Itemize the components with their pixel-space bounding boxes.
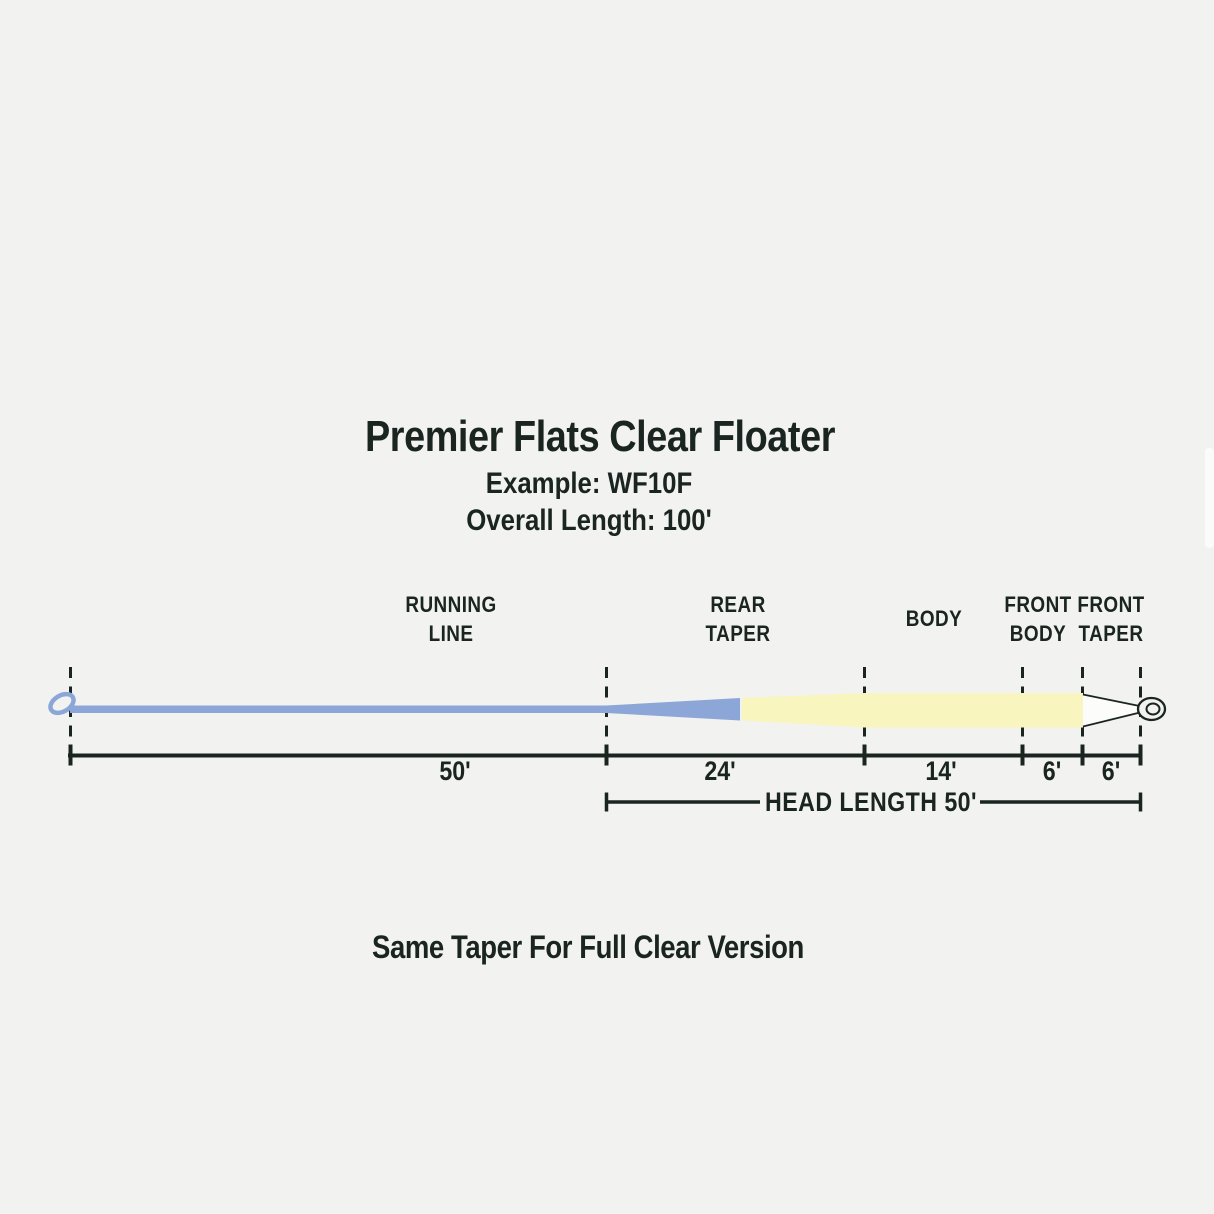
front-taper-clear-shape [1083, 694, 1143, 727]
section-label-line: BODY [1009, 621, 1067, 646]
section-label-line: RUNNING [405, 592, 497, 617]
section-label-line: TAPER [705, 621, 771, 646]
subtitle-example: Example: WF10F [485, 467, 693, 500]
welded-loop-left-icon [48, 691, 76, 716]
section-label-line: FRONT [1004, 592, 1072, 617]
head-length-label: HEAD LENGTH 50' [765, 787, 977, 817]
measurement-running-line: 50' [439, 756, 471, 786]
section-label-front-body: FRONT BODY [1004, 590, 1071, 648]
welded-loop-right-icon [1136, 696, 1167, 722]
section-label-line: REAR [710, 592, 766, 617]
section-label-line: TAPER [1078, 621, 1144, 646]
running-line-shape [70, 705, 607, 713]
right-edge-artifact [1205, 448, 1214, 548]
front-taper-outline [1082, 693, 1143, 728]
section-label-line: FRONT [1077, 592, 1145, 617]
measurement-body: 14' [925, 756, 957, 786]
section-label-front-taper: FRONT TAPER [1077, 590, 1144, 648]
section-label-rear-taper: REAR TAPER [706, 590, 771, 648]
section-label-running-line: RUNNING LINE [405, 590, 496, 648]
measurement-front-taper: 6' [1101, 756, 1121, 786]
page-title: Premier Flats Clear Floater [364, 412, 836, 461]
body-shape [742, 693, 1083, 728]
section-label-body: BODY [905, 606, 963, 631]
measurement-front-body: 6' [1042, 756, 1062, 786]
head-length-bar [604, 792, 1143, 812]
measurement-bar [68, 744, 1143, 766]
rear-taper-shape [606, 698, 740, 721]
measurement-rear-taper: 24' [704, 756, 736, 786]
footer-note: Same Taper For Full Clear Version [372, 929, 804, 965]
section-label-line: LINE [428, 621, 474, 646]
subtitle-overall-length: Overall Length: 100' [466, 504, 712, 537]
